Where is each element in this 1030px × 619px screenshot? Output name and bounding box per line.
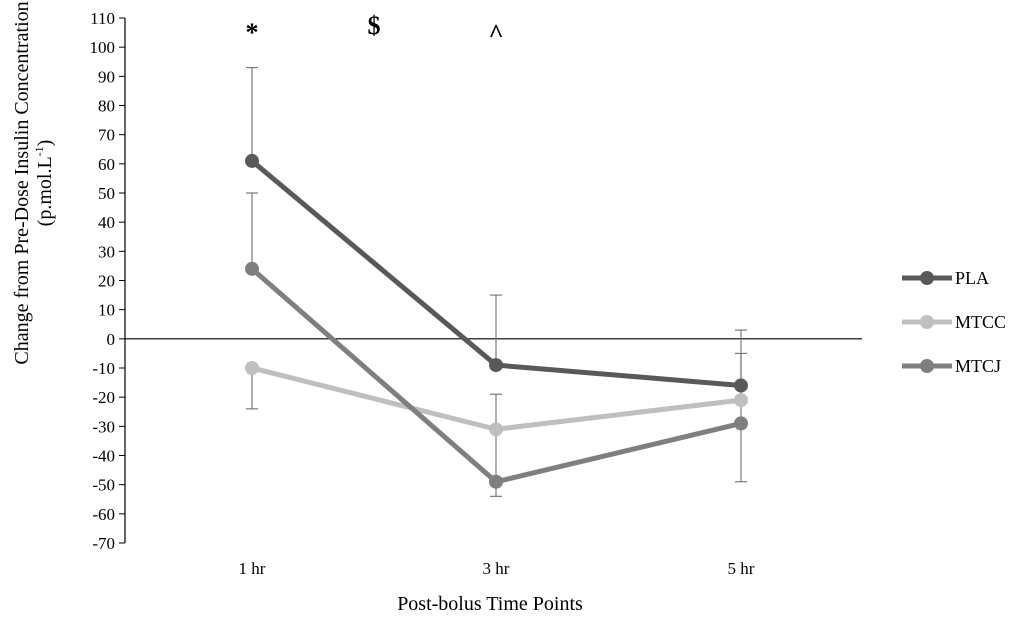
data-point-mtcc — [489, 422, 503, 437]
significance-marker: $ — [368, 11, 381, 40]
legend: PLA MTCC MTCJ — [902, 268, 1006, 376]
data-point-pla — [245, 153, 259, 168]
y-tick-label: -10 — [92, 359, 115, 378]
data-point-mtcj — [489, 474, 503, 489]
y-axis-title-unit-close: ) — [34, 140, 56, 147]
significance-marker: ^ — [488, 19, 503, 48]
y-tick-label: 80 — [98, 97, 115, 116]
y-tick-label: 0 — [107, 330, 116, 349]
data-point-mtcc — [245, 361, 259, 375]
y-tick-label: 40 — [98, 213, 115, 232]
y-tick-label: -60 — [92, 505, 115, 524]
data-point-mtcc — [734, 393, 748, 408]
y-tick-label: -30 — [92, 417, 115, 436]
data-point-pla — [734, 378, 748, 393]
data-point-pla — [489, 358, 503, 373]
y-axis-title-unit-sup: -1 — [32, 146, 46, 156]
y-tick-label: -70 — [92, 534, 115, 553]
legend-label-pla: PLA — [955, 268, 989, 288]
y-tick-label: 60 — [98, 155, 115, 174]
x-tick-label: 5 hr — [728, 559, 755, 578]
y-axis-title-line2: (p.mol.L-1) — [32, 140, 56, 227]
y-axis: -70 -60 -50 -40 -30 -20 -10 0 10 20 30 40 50 60 70 80 90… — [90, 9, 126, 553]
y-tick-label: 110 — [90, 9, 115, 28]
error-bars — [246, 66, 747, 497]
x-tick-label: 1 hr — [239, 559, 266, 578]
y-tick-label: -50 — [92, 476, 115, 495]
y-tick-label: 30 — [98, 242, 115, 261]
y-tick-label: -20 — [92, 388, 115, 407]
data-point-mtcj — [734, 416, 748, 431]
legend-marker-mtcc — [920, 315, 934, 329]
legend-marker-pla — [920, 271, 934, 285]
significance-marker: * — [246, 18, 259, 47]
y-tick-label: 10 — [98, 301, 115, 320]
legend-label-mtcj: MTCJ — [955, 356, 1001, 376]
y-tick-label: 20 — [98, 272, 115, 291]
y-tick-label: 50 — [98, 184, 115, 203]
legend-marker-mtcj — [920, 359, 934, 373]
y-axis-title-unit: (p.mol.L — [34, 156, 56, 226]
data-point-mtcj — [245, 261, 259, 276]
y-axis-title-line1: Change from Pre-Dose Insulin Concentrati… — [11, 1, 33, 364]
x-tick-label: 3 hr — [483, 559, 510, 578]
y-tick-label: 90 — [98, 67, 115, 86]
y-tick-label: 100 — [90, 38, 116, 57]
y-tick-label: -40 — [92, 447, 115, 466]
y-tick-label: 70 — [98, 126, 115, 145]
annotations: * $ ^ — [246, 11, 504, 48]
series-lines — [245, 153, 748, 489]
legend-label-mtcc: MTCC — [955, 312, 1006, 332]
x-axis-title: Post-bolus Time Points — [397, 593, 583, 615]
x-axis: 1 hr 3 hr 5 hr — [125, 338, 862, 578]
